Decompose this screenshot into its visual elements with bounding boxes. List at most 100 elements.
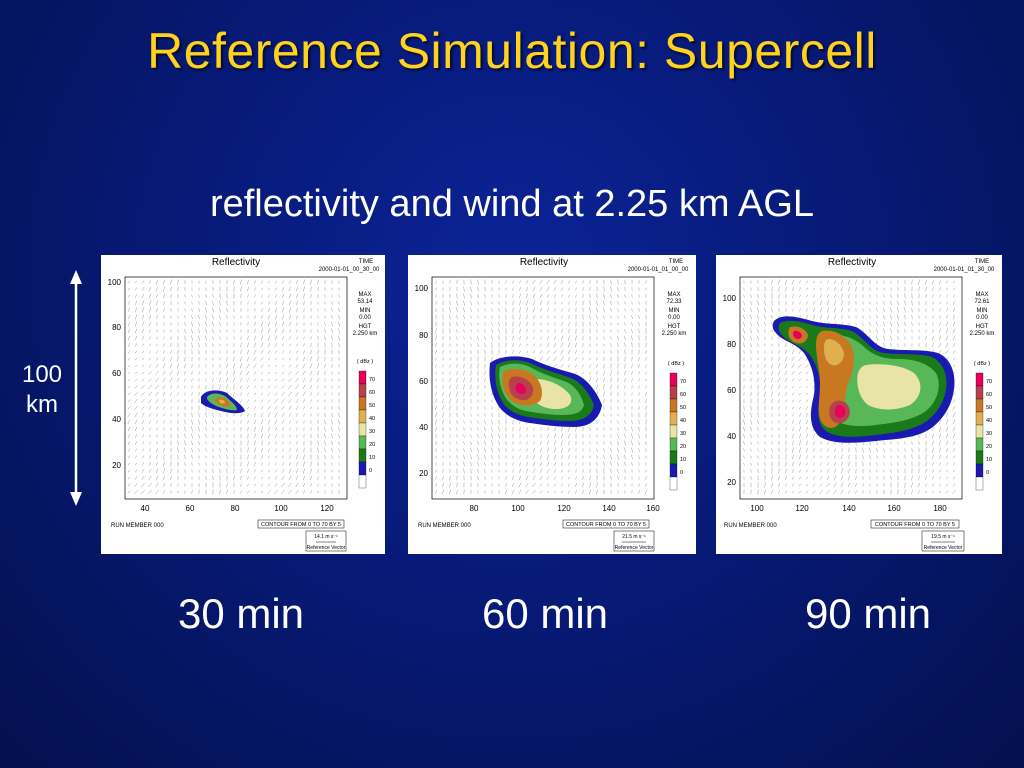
wind-vector [267, 335, 271, 341]
wind-vector [449, 489, 451, 495]
wind-vector [925, 461, 927, 467]
wind-vector [631, 308, 633, 312]
wind-vector [904, 482, 906, 488]
wind-vector [645, 405, 647, 411]
wind-vector [883, 448, 885, 452]
wind-vector [791, 378, 795, 382]
wind-vector [449, 364, 451, 368]
wind-vector [539, 461, 543, 467]
wind-vector [897, 468, 899, 474]
y-tick-label: 100 [723, 294, 737, 303]
wind-vector [170, 279, 172, 285]
wind-vector [253, 364, 257, 368]
wind-vector [546, 468, 550, 474]
wind-vector [631, 454, 633, 460]
wind-vector [303, 350, 305, 354]
wind-vector [296, 441, 298, 445]
wind-vector [778, 350, 780, 354]
wind-vector [631, 328, 633, 334]
wind-vector [169, 363, 173, 369]
wind-vector [897, 455, 899, 459]
wind-vector [267, 405, 271, 411]
reflectivity-plot: Reflectivity TIME 2000-01-01_01_30_00 10… [723, 257, 995, 552]
wind-vector [525, 475, 529, 481]
wind-vector [778, 468, 780, 474]
wind-vector [268, 301, 270, 305]
wind-vector [135, 441, 137, 445]
wind-vector [834, 307, 836, 313]
wind-vector [470, 420, 472, 424]
wind-vector [932, 447, 934, 453]
wind-vector [743, 448, 745, 452]
wind-vector [162, 363, 166, 369]
wind-vector [645, 412, 647, 418]
wind-vector [463, 336, 465, 340]
wind-vector [805, 392, 809, 396]
wind-vector [442, 476, 444, 480]
wind-vector [749, 307, 753, 313]
wind-vector [233, 350, 235, 354]
wind-vector [289, 350, 291, 354]
wind-vector [240, 392, 242, 396]
wind-vector [169, 377, 173, 383]
wind-vector [324, 433, 326, 439]
wind-vector [275, 469, 277, 473]
wind-vector [476, 440, 480, 446]
wind-vector [148, 489, 152, 495]
wind-vector [952, 392, 956, 396]
wind-vector [519, 455, 521, 459]
wind-vector [338, 448, 340, 452]
wind-vector [519, 307, 521, 313]
wind-vector [442, 371, 444, 375]
wind-vector [911, 489, 913, 495]
wind-vector [211, 321, 215, 327]
wind-vector [631, 385, 633, 389]
wind-vector [491, 433, 493, 439]
wind-vector [484, 461, 486, 467]
wind-vector [532, 490, 536, 494]
wind-vector [442, 482, 444, 488]
wind-vector [750, 434, 752, 438]
wind-vector [743, 419, 745, 425]
wind-vector [338, 441, 340, 445]
reference-vector-value: 21.5 m s⁻¹ [622, 534, 646, 540]
wind-vector [617, 433, 619, 439]
wind-vector [806, 287, 808, 291]
wind-vector [198, 308, 200, 312]
wind-vector [267, 419, 271, 425]
wind-vector [560, 364, 564, 368]
wind-vector [525, 286, 529, 292]
wind-vector [547, 301, 549, 305]
wind-vector [204, 328, 208, 334]
wind-vector [840, 475, 844, 481]
wind-vector [198, 342, 200, 348]
legend-swatch [975, 463, 984, 478]
wind-vector [246, 385, 250, 389]
wind-vector [792, 454, 794, 460]
legend-level-label: 0 [369, 468, 372, 474]
wind-vector [512, 343, 514, 347]
wind-vector [952, 483, 956, 487]
wind-vector [470, 336, 472, 340]
wind-vector [890, 343, 892, 347]
wind-vector [546, 294, 550, 298]
wind-vector [456, 434, 458, 438]
wind-vector [149, 336, 151, 340]
wind-vector [498, 440, 500, 446]
wind-vector [764, 300, 766, 306]
stats-block: MAX 72.61 MIN 0.00 HGT 2.250 km [970, 292, 995, 337]
wind-vector [155, 468, 159, 474]
wind-vector [610, 293, 612, 299]
wind-vector [163, 413, 165, 417]
wind-vector [156, 441, 158, 445]
wind-vector [261, 455, 263, 459]
wind-vector [191, 426, 193, 432]
wind-vector [798, 385, 802, 389]
wind-vector [296, 461, 298, 467]
wind-vector [247, 454, 249, 460]
legend-swatch [975, 385, 984, 400]
wind-vector [945, 328, 949, 334]
wind-vector [561, 301, 563, 305]
wind-vector [820, 287, 822, 291]
wind-vector [792, 420, 794, 424]
